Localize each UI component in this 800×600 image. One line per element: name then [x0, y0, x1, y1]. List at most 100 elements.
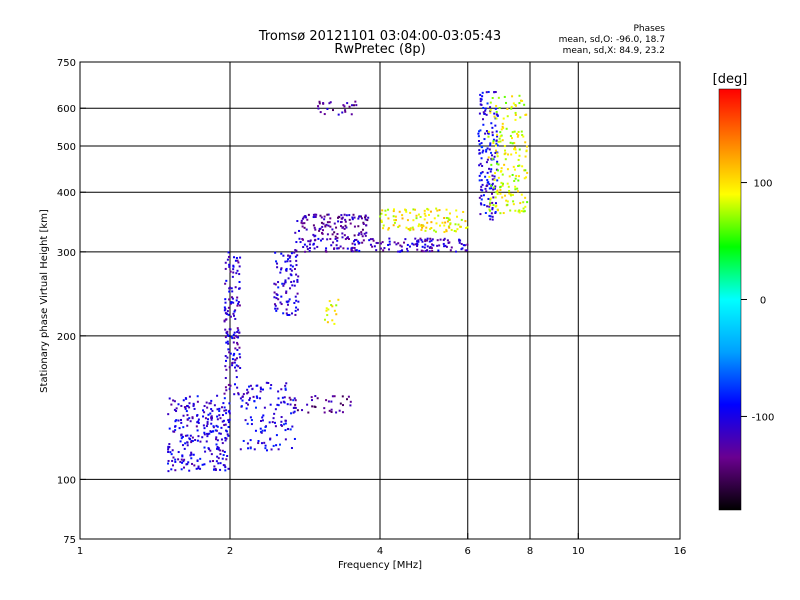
data-point: [183, 406, 186, 409]
data-point: [368, 239, 371, 242]
data-point: [238, 331, 241, 334]
data-point: [314, 238, 317, 241]
data-point: [290, 269, 293, 272]
data-point: [388, 243, 391, 246]
data-point: [488, 214, 491, 217]
data-point: [245, 402, 248, 405]
data-point: [433, 217, 436, 220]
data-point: [323, 407, 326, 410]
data-point: [301, 238, 304, 241]
data-point: [344, 224, 347, 227]
data-point: [421, 226, 424, 229]
data-point: [190, 441, 193, 444]
data-point: [489, 204, 492, 207]
data-point: [235, 299, 238, 302]
data-point: [185, 410, 188, 413]
data-point: [422, 225, 425, 228]
data-point: [494, 210, 497, 213]
data-point: [298, 237, 301, 240]
data-point: [353, 246, 356, 249]
data-point: [301, 217, 304, 220]
data-point: [495, 162, 498, 165]
data-point: [328, 300, 331, 303]
data-point: [238, 353, 241, 356]
data-point: [462, 210, 465, 213]
data-point: [238, 280, 241, 283]
data-point: [478, 174, 481, 177]
data-point: [439, 238, 442, 241]
data-point: [304, 216, 307, 219]
data-point: [466, 226, 469, 229]
data-point: [312, 233, 315, 236]
data-point: [203, 411, 206, 414]
data-point: [500, 167, 503, 170]
data-point: [231, 362, 234, 365]
data-point: [496, 133, 499, 136]
data-point: [247, 447, 250, 450]
data-point: [321, 237, 324, 240]
data-point: [316, 397, 319, 400]
y-tick-label: 300: [57, 248, 76, 259]
data-point: [283, 396, 286, 399]
data-point: [205, 401, 208, 404]
data-point: [414, 243, 417, 246]
data-point: [446, 239, 449, 242]
data-point: [493, 175, 496, 178]
data-point: [512, 200, 515, 203]
data-point: [312, 216, 315, 219]
data-point: [479, 188, 482, 191]
data-point: [512, 102, 515, 105]
data-point: [416, 244, 419, 247]
data-point: [216, 425, 219, 428]
data-point: [232, 354, 235, 357]
data-point: [234, 366, 237, 369]
data-point: [281, 282, 284, 285]
data-point: [430, 239, 433, 242]
data-point: [294, 249, 297, 252]
data-point: [367, 216, 370, 219]
data-point: [280, 420, 283, 423]
data-point: [194, 438, 197, 441]
data-point: [303, 222, 306, 225]
data-point: [228, 351, 231, 354]
data-point: [174, 469, 177, 472]
data-point: [480, 185, 483, 188]
y-tick-label: 600: [57, 104, 76, 115]
data-point: [340, 220, 343, 223]
data-point: [489, 109, 492, 112]
data-point: [495, 142, 498, 145]
data-point: [269, 387, 272, 390]
data-point: [226, 330, 229, 333]
data-point: [215, 436, 218, 439]
data-point: [280, 303, 283, 306]
data-point: [236, 304, 239, 307]
data-point: [296, 278, 299, 281]
data-point: [231, 364, 234, 367]
data-point: [224, 466, 227, 469]
data-point: [319, 214, 322, 217]
data-point: [523, 177, 526, 180]
data-point: [498, 137, 501, 140]
data-point: [218, 414, 221, 417]
data-point: [299, 241, 302, 244]
data-point: [477, 139, 480, 142]
x-axis: 1 2 4 6 8 10 16: [77, 533, 686, 557]
data-point: [297, 300, 300, 303]
chart-subtitle: RwPretec (8p): [334, 42, 425, 57]
data-point: [180, 404, 183, 407]
data-point: [216, 394, 219, 397]
data-point: [248, 397, 251, 400]
data-point: [426, 221, 429, 224]
data-point: [196, 421, 199, 424]
data-point: [511, 173, 514, 176]
colorbar-label: [deg]: [713, 72, 748, 87]
data-point: [360, 231, 363, 234]
data-point: [204, 450, 207, 453]
data-point: [195, 425, 198, 428]
data-point: [348, 214, 351, 217]
data-point: [439, 224, 442, 227]
data-point: [280, 252, 283, 255]
data-point: [263, 441, 266, 444]
data-point: [220, 426, 223, 429]
